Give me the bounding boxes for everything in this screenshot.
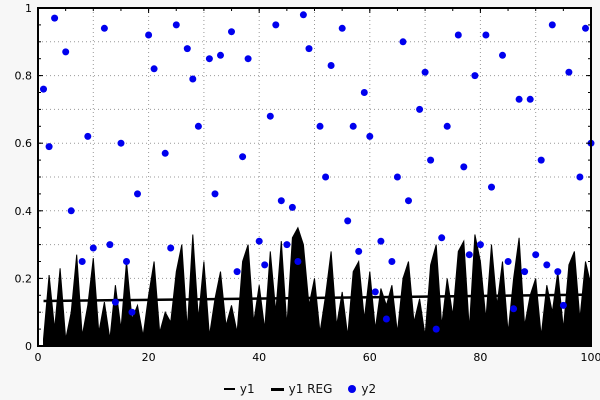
y1-reg-line-marker-icon — [270, 387, 284, 391]
chart-legend: y1 y1 REG y2 — [0, 382, 600, 396]
chart-svg: 0 20 40 60 80 100 0 0.2 0.4 0.6 0.8 1 — [15, 2, 600, 364]
svg-text:0.8: 0.8 — [15, 70, 33, 83]
svg-text:0: 0 — [25, 340, 32, 353]
svg-text:100: 100 — [581, 351, 600, 364]
legend-label-y1-reg: y1 REG — [288, 382, 333, 396]
svg-text:0.2: 0.2 — [15, 272, 33, 285]
svg-text:80: 80 — [473, 351, 487, 364]
svg-text:0: 0 — [35, 351, 42, 364]
svg-text:1: 1 — [25, 2, 32, 15]
svg-text:0.4: 0.4 — [15, 205, 33, 218]
svg-text:20: 20 — [142, 351, 156, 364]
y1-line-marker-icon — [223, 388, 235, 390]
legend-label-y1: y1 — [239, 382, 255, 396]
legend-item-y1-reg: y1 REG — [270, 382, 333, 396]
svg-text:40: 40 — [252, 351, 266, 364]
legend-item-y1: y1 — [223, 382, 255, 396]
svg-text:0.6: 0.6 — [15, 137, 33, 150]
legend-label-y2: y2 — [361, 382, 377, 396]
legend-item-y2: y2 — [348, 382, 376, 396]
y2-dot-marker-icon — [348, 385, 357, 393]
svg-text:60: 60 — [363, 351, 377, 364]
